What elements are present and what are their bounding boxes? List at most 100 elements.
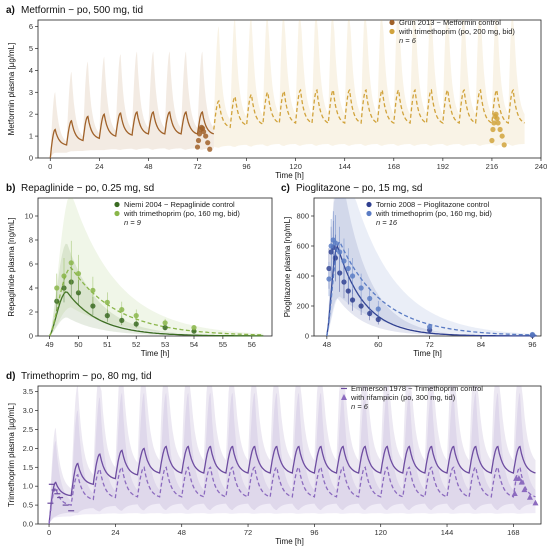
- data-point: [61, 273, 67, 279]
- data-point: [521, 486, 528, 493]
- plot-frame: [37, 385, 542, 525]
- panel-title: Trimethoprim − po, 80 mg, tid: [21, 371, 152, 382]
- y-tick-label: 10: [25, 212, 33, 221]
- x-tick-label: 72: [425, 340, 433, 349]
- series-band: [213, 20, 525, 148]
- data-point: [162, 320, 168, 326]
- y-tick-label: 800: [296, 212, 309, 221]
- data-point: [195, 137, 202, 144]
- y-tick-label: 600: [296, 242, 309, 251]
- series-line: [326, 244, 537, 337]
- data-point: [427, 324, 433, 330]
- x-tick-label: 24: [95, 162, 103, 171]
- y-axis-label: Pioglitazone plasma [ng/mL]: [283, 217, 292, 318]
- data-point: [367, 310, 373, 317]
- y-axis-label: Trimethoprim plasma [µg/mL]: [7, 403, 16, 507]
- legend-marker: [341, 394, 347, 400]
- y-tick-label: 4: [29, 66, 33, 75]
- y-tick-label: 400: [296, 272, 309, 281]
- y-tick-label: 0: [29, 332, 33, 341]
- legend-label: Niemi 2004 − Repaglinide control: [124, 200, 235, 209]
- data-point: [104, 299, 110, 305]
- y-tick-label: 1: [29, 132, 33, 141]
- x-tick-label: 192: [437, 162, 450, 171]
- legend-marker: [389, 19, 395, 26]
- y-tick-label: 1.0: [23, 482, 33, 491]
- data-point: [191, 328, 197, 334]
- x-tick-label: 120: [289, 162, 302, 171]
- series-band: [326, 198, 537, 336]
- data-point: [345, 288, 351, 294]
- data-point: [497, 126, 503, 133]
- x-tick-label: 55: [219, 340, 227, 349]
- data-point: [68, 260, 74, 266]
- plot-frame: [313, 197, 542, 337]
- data-point: [341, 258, 347, 264]
- x-tick-label: 72: [244, 528, 252, 537]
- data-point: [119, 317, 125, 323]
- x-tick-label: 49: [45, 340, 53, 349]
- x-tick-label: 56: [248, 340, 256, 349]
- x-tick-label: 0: [47, 528, 51, 537]
- panel-title: Metformin − po, 500 mg, tid: [21, 5, 143, 16]
- x-tick-label: 168: [507, 528, 520, 537]
- y-tick-label: 0: [29, 154, 33, 163]
- y-tick-label: 200: [296, 302, 309, 311]
- data-point: [367, 295, 373, 302]
- data-point: [375, 306, 381, 312]
- panel-label: b): [6, 183, 15, 194]
- x-tick-label: 24: [111, 528, 119, 537]
- x-tick-label: 48: [144, 162, 152, 171]
- x-tick-label: 60: [374, 340, 382, 349]
- y-tick-label: 6: [29, 22, 33, 31]
- x-tick-label: 50: [74, 340, 82, 349]
- data-point: [358, 285, 364, 291]
- x-axis-label: Time [h]: [275, 537, 304, 546]
- series-line: [326, 240, 537, 337]
- panel-label: a): [6, 5, 15, 16]
- x-tick-label: 120: [374, 528, 387, 537]
- data-point: [54, 285, 60, 291]
- legend-label: Emmerson 1978 − Trimethoprim control: [351, 384, 483, 393]
- x-tick-label: 144: [338, 162, 351, 171]
- x-tick-label: 144: [441, 528, 454, 537]
- data-point: [490, 126, 496, 133]
- y-tick-label: 2.5: [23, 425, 33, 434]
- panel-b-repaglinide: b) Repaglinide − po, 0.25 mg, sd 49 50 51 52 5…: [6, 183, 273, 358]
- data-point: [518, 478, 525, 485]
- data-point: [345, 265, 351, 272]
- y-axis-label: Metformin plasma [µg/mL]: [7, 43, 16, 136]
- data-point: [90, 303, 96, 309]
- y-axis-label: Repaglinide plasma [ng/mL]: [7, 217, 16, 316]
- y-tick-label: 3.0: [23, 406, 33, 415]
- y-tick-label: 4: [29, 284, 33, 293]
- panel-label: c): [281, 183, 290, 194]
- panel-c-pioglitazone: c) Pioglitazone − po, 15 mg, sd 48 60 72 84 96…: [281, 183, 542, 358]
- legend-marker: [366, 201, 372, 208]
- legend-marker: [366, 210, 372, 217]
- data-point: [133, 313, 139, 319]
- legend-note: n = 9: [124, 218, 142, 227]
- legend-note: n = 16: [376, 218, 398, 227]
- series-band: [49, 386, 536, 524]
- data-point: [205, 140, 211, 146]
- data-point: [194, 144, 201, 150]
- y-tick-label: 3.5: [23, 387, 33, 396]
- data-point: [529, 331, 536, 338]
- y-tick-label: 2: [29, 308, 33, 317]
- series-line: [48, 445, 536, 525]
- panel-title: Pioglitazone − po, 15 mg, sd: [296, 183, 422, 194]
- data-point: [515, 475, 522, 481]
- y-tick-label: 0: [305, 332, 309, 341]
- x-tick-label: 72: [193, 162, 201, 171]
- y-tick-label: 0.5: [23, 501, 33, 510]
- y-tick-label: 3: [29, 88, 33, 97]
- plot-frame: [37, 197, 273, 337]
- legend-note: n = 6: [399, 36, 417, 45]
- plot-frame: [37, 19, 542, 159]
- legend-note: n = 6: [351, 402, 369, 411]
- data-point: [328, 243, 334, 249]
- data-point: [326, 276, 332, 282]
